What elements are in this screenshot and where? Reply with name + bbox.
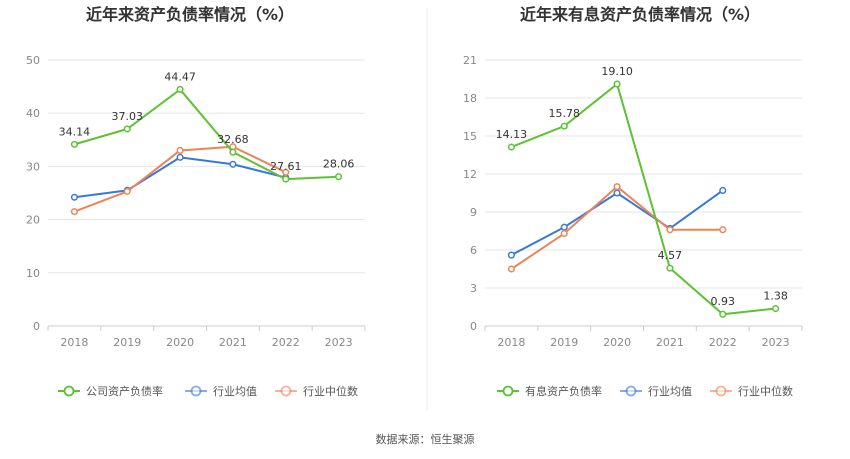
y-tick-label: 9 [470,206,477,219]
x-tick-label: 2022 [709,336,737,349]
data-label: 28.06 [323,158,355,171]
data-label: 27.61 [270,160,302,173]
data-point-median [613,183,621,191]
data-label: 32.68 [217,133,249,146]
data-point-avg [229,160,237,168]
legend-label: 行业中位数 [738,384,793,398]
y-tick-label: 21 [463,54,477,67]
data-label: 44.47 [164,70,196,83]
data-point-avg [70,193,78,201]
data-point-avg [507,251,515,259]
x-tick-label: 2018 [60,336,88,349]
legend-label: 行业中位数 [303,384,358,398]
legend-item-main: 公司资产负债率 [58,384,163,398]
legend-item-median: 行业中位数 [275,384,358,398]
legend-swatch-marker [190,385,202,397]
data-point-median [507,265,515,273]
y-tick-label: 0 [470,320,477,333]
x-tick-label: 2023 [325,336,353,349]
x-tick-label: 2021 [656,336,684,349]
data-point-avg [560,223,568,231]
y-tick-label: 0 [33,320,40,333]
data-point-main [772,304,780,313]
chart-title: 近年来资产负债率情况（%） [86,5,294,24]
legend-label: 有息资产负债率 [525,384,602,398]
data-point-avg [613,189,621,197]
y-tick-label: 50 [26,54,40,67]
data-label: 15.78 [549,107,581,120]
legend-item-main: 有息资产负债率 [497,384,602,398]
data-point-median [70,208,78,216]
legend-swatch-marker [625,385,637,397]
data-point-median [666,226,674,234]
y-tick-label: 30 [26,160,40,173]
x-tick-label: 2019 [550,336,578,349]
data-label: 37.03 [112,110,144,123]
legend-swatch-marker [280,385,292,397]
x-tick-label: 2020 [603,336,631,349]
legend-item-median: 行业中位数 [710,384,793,398]
x-tick-label: 2022 [272,336,300,349]
data-point-main [507,143,515,151]
legend-label: 行业均值 [648,385,692,398]
series-line-main [511,83,776,316]
y-tick-label: 40 [26,107,40,120]
legend-swatch-marker [715,385,727,397]
data-point-main [176,85,184,93]
data-point-main [282,175,290,183]
y-tick-label: 18 [463,92,477,105]
chart-debt-ratio: 近年来资产负债率情况（%） 0 10 20 30 40 50 2018 2019 2020 2021… [26,5,366,398]
data-point-main [719,310,727,318]
x-tick-label: 2020 [166,336,194,349]
x-tick-label: 2021 [219,336,247,349]
data-point-main [560,122,568,130]
x-tick-label: 2023 [762,336,790,349]
legend-label: 公司资产负债率 [86,384,163,398]
data-point-median [560,229,568,238]
chart-interest-debt-ratio: 近年来有息资产负债率情况（%） 0 3 6 9 12 15 18 21 2018 2019 2020 2… [463,5,803,398]
series-line-median [510,185,723,270]
data-point-median [282,168,290,176]
y-tick-label: 6 [470,244,477,257]
data-point-main [70,140,78,148]
legend-label: 行业均值 [213,385,257,398]
x-tick-label: 2019 [113,336,141,349]
legend-item-avg: 行业均值 [185,385,257,398]
data-point-main [335,173,343,181]
data-source: 数据来源：恒生聚源 [376,432,475,446]
x-tick-label: 2018 [497,336,525,349]
data-label: 4.57 [658,249,683,262]
y-tick-label: 20 [26,214,40,227]
y-tick-label: 3 [470,282,477,295]
chart-title: 近年来有息资产负债率情况（%） [520,5,760,24]
y-tick-label: 12 [463,168,477,181]
data-label: 1.38 [763,290,788,303]
series-line-avg [510,189,724,256]
data-point-main [666,264,674,272]
series-line-main [74,88,339,181]
data-label: 0.93 [711,295,736,308]
y-tick-label: 10 [26,267,40,280]
data-point-median [176,146,184,154]
legend-item-avg: 行业均值 [620,385,692,398]
data-label: 34.14 [59,125,91,138]
data-point-avg [719,186,727,195]
data-label: 14.13 [496,128,528,141]
data-point-median [123,187,131,195]
y-tick-label: 15 [463,130,477,143]
data-point-main [613,80,621,88]
data-point-main [123,125,131,133]
data-label: 19.10 [601,65,633,78]
data-point-median [719,226,727,234]
legend-swatch-marker [63,385,75,397]
data-point-main [229,148,237,156]
legend-swatch-marker [502,385,514,397]
data-point-avg [176,153,184,161]
